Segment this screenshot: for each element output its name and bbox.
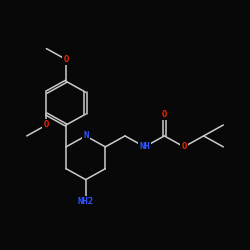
Text: O: O	[63, 55, 69, 64]
Text: NH: NH	[139, 142, 150, 151]
Text: O: O	[181, 142, 187, 151]
Text: O: O	[162, 110, 167, 118]
Text: O: O	[44, 120, 49, 130]
Text: NH2: NH2	[78, 197, 94, 206]
Text: N: N	[83, 132, 88, 140]
